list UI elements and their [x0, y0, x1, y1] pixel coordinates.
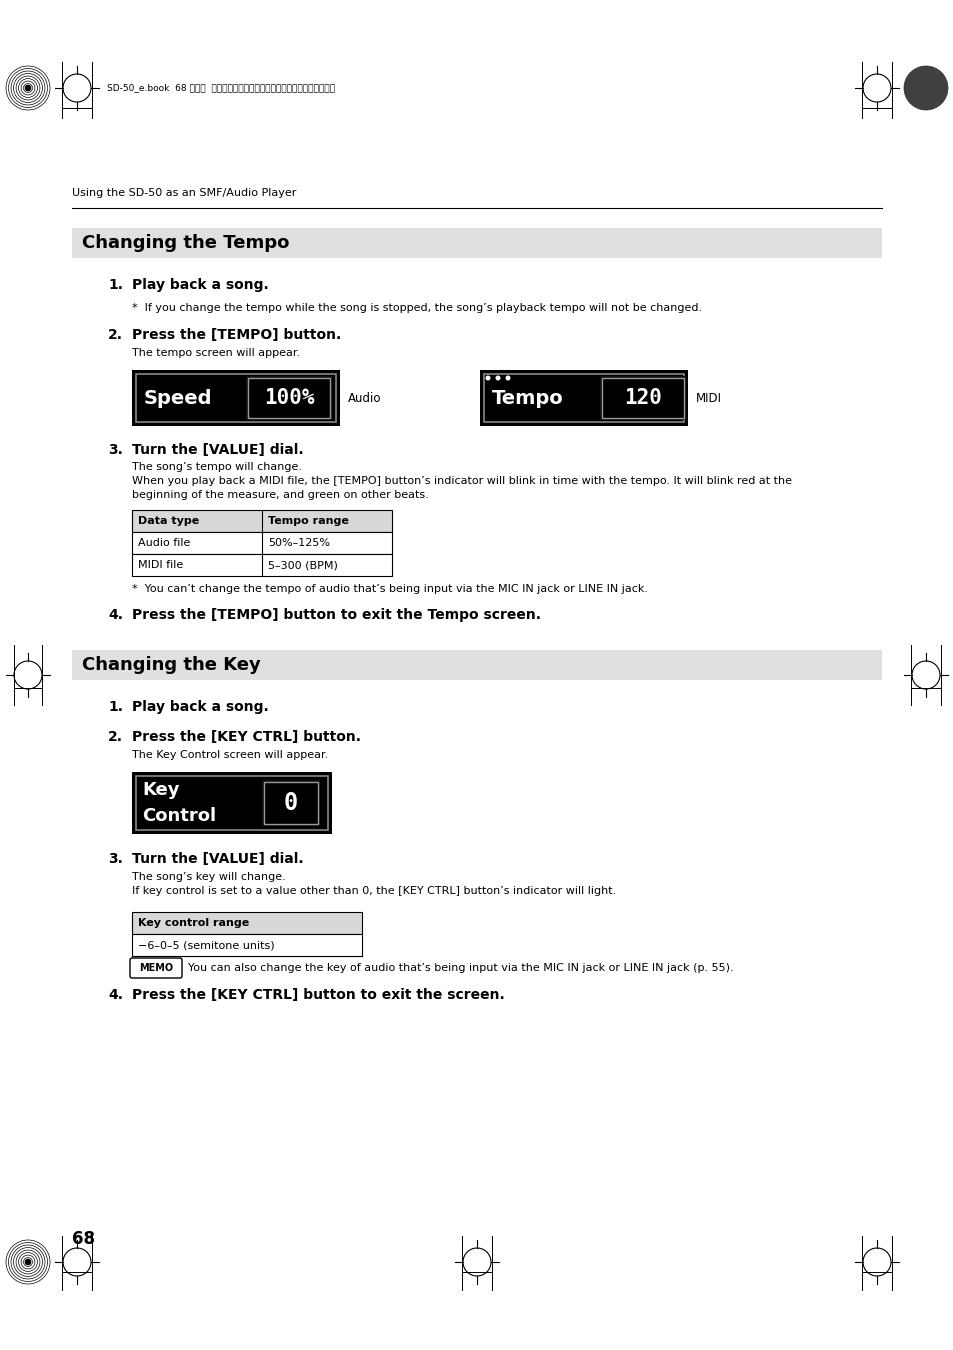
Text: Turn the [VALUE] dial.: Turn the [VALUE] dial. — [132, 443, 303, 458]
Text: Tempo: Tempo — [492, 389, 563, 408]
Text: Audio file: Audio file — [138, 539, 191, 548]
Text: Key: Key — [142, 782, 179, 799]
Circle shape — [505, 375, 510, 381]
Text: *  If you change the tempo while the song is stopped, the song’s playback tempo : * If you change the tempo while the song… — [132, 302, 701, 313]
Text: The song’s key will change.: The song’s key will change. — [132, 872, 286, 882]
Text: 4.: 4. — [108, 608, 123, 622]
Bar — [601, 378, 683, 418]
Text: MIDI file: MIDI file — [138, 560, 183, 570]
Bar — [246, 377, 332, 420]
Bar — [264, 782, 317, 824]
Text: Press the [KEY CTRL] button.: Press the [KEY CTRL] button. — [132, 730, 360, 744]
Bar — [132, 532, 392, 553]
Text: If key control is set to a value other than 0, the [KEY CTRL] button’s indicator: If key control is set to a value other t… — [132, 886, 616, 896]
Text: MIDI: MIDI — [696, 392, 721, 405]
Bar — [132, 913, 361, 934]
Text: 68: 68 — [71, 1230, 95, 1247]
Text: 1.: 1. — [108, 278, 123, 292]
Bar — [136, 374, 335, 423]
Text: 100%: 100% — [263, 387, 314, 408]
Text: MEMO: MEMO — [139, 963, 172, 973]
Bar — [136, 776, 328, 830]
Text: Control: Control — [142, 807, 216, 825]
Circle shape — [25, 1258, 31, 1265]
FancyBboxPatch shape — [130, 958, 182, 977]
Bar — [248, 378, 330, 418]
Text: Play back a song.: Play back a song. — [132, 701, 269, 714]
Bar — [132, 554, 392, 576]
Text: beginning of the measure, and green on other beats.: beginning of the measure, and green on o… — [132, 490, 428, 500]
Text: −6–0–5 (semitone units): −6–0–5 (semitone units) — [138, 940, 274, 950]
Circle shape — [25, 85, 31, 92]
Text: 0: 0 — [284, 791, 297, 815]
Circle shape — [903, 66, 947, 109]
Bar — [132, 934, 361, 956]
Text: Changing the Tempo: Changing the Tempo — [82, 234, 289, 252]
Text: *  You can’t change the tempo of audio that’s being input via the MIC IN jack or: * You can’t change the tempo of audio th… — [132, 585, 647, 594]
Text: 120: 120 — [623, 387, 661, 408]
Text: 50%–125%: 50%–125% — [268, 539, 330, 548]
Text: 3.: 3. — [108, 852, 123, 865]
Text: Turn the [VALUE] dial.: Turn the [VALUE] dial. — [132, 852, 303, 865]
Circle shape — [485, 375, 490, 381]
Text: Changing the Key: Changing the Key — [82, 656, 260, 674]
Text: Play back a song.: Play back a song. — [132, 278, 269, 292]
Text: Audio: Audio — [348, 392, 381, 405]
Text: Key control range: Key control range — [138, 918, 249, 927]
Text: The song’s tempo will change.: The song’s tempo will change. — [132, 462, 302, 472]
Bar — [483, 374, 683, 423]
Bar — [479, 370, 687, 427]
Bar — [71, 228, 882, 258]
Text: Press the [TEMPO] button.: Press the [TEMPO] button. — [132, 328, 341, 342]
Bar — [132, 370, 339, 427]
Text: The Key Control screen will appear.: The Key Control screen will appear. — [132, 751, 328, 760]
Text: Press the [TEMPO] button to exit the Tempo screen.: Press the [TEMPO] button to exit the Tem… — [132, 608, 540, 622]
Bar — [262, 780, 319, 826]
Text: When you play back a MIDI file, the [TEMPO] button’s indicator will blink in tim: When you play back a MIDI file, the [TEM… — [132, 477, 791, 486]
Text: You can also change the key of audio that’s being input via the MIC IN jack or L: You can also change the key of audio tha… — [188, 963, 733, 973]
Text: 5–300 (BPM): 5–300 (BPM) — [268, 560, 337, 570]
Text: 2.: 2. — [108, 328, 123, 342]
Text: 1.: 1. — [108, 701, 123, 714]
Bar — [599, 377, 685, 420]
Circle shape — [495, 375, 500, 381]
Bar — [132, 510, 392, 532]
Bar — [71, 649, 882, 680]
Text: 3.: 3. — [108, 443, 123, 458]
Text: Press the [KEY CTRL] button to exit the screen.: Press the [KEY CTRL] button to exit the … — [132, 988, 504, 1002]
Text: Using the SD-50 as an SMF/Audio Player: Using the SD-50 as an SMF/Audio Player — [71, 188, 296, 198]
Text: 4.: 4. — [108, 988, 123, 1002]
Text: Data type: Data type — [138, 516, 199, 526]
Text: SD-50_e.book  68 ページ  ２０１０年１月２５日ト月曜日ト午前１０時５２分: SD-50_e.book 68 ページ ２０１０年１月２５日ト月曜日ト午前１０時… — [107, 84, 335, 93]
Text: Tempo range: Tempo range — [268, 516, 349, 526]
Text: Speed: Speed — [144, 389, 213, 408]
Text: The tempo screen will appear.: The tempo screen will appear. — [132, 348, 300, 358]
Text: 2.: 2. — [108, 730, 123, 744]
Bar — [132, 772, 332, 834]
